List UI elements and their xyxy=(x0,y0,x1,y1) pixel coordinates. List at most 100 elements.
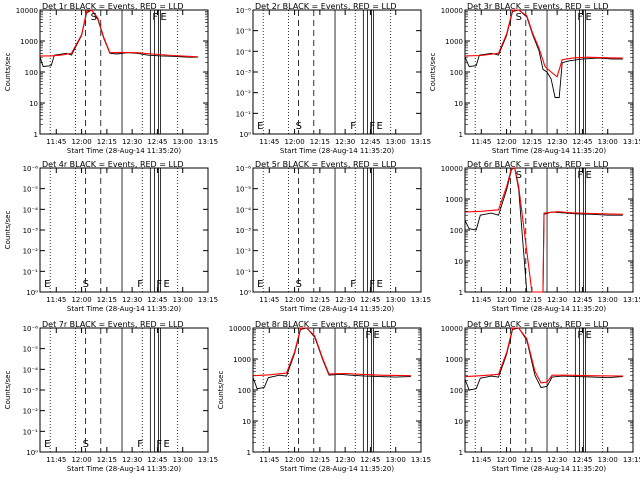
x-tick-label: 12:15 xyxy=(522,138,542,146)
y-tick-label: 1 xyxy=(34,131,38,139)
x-tick-label: 12:15 xyxy=(522,296,542,304)
y-tick-label: 1000 xyxy=(20,38,38,46)
y-tick-label: 10⁻⁵ xyxy=(236,186,252,194)
marker-letter: E xyxy=(376,121,382,132)
x-axis-label: Start Time (28-Aug-14 11:35:20) xyxy=(67,465,181,473)
y-tick-label: 10⁻⁵ xyxy=(23,346,39,354)
y-tick-label: 10000 xyxy=(441,7,463,15)
x-tick-label: 13:15 xyxy=(198,138,218,146)
marker-letter: S xyxy=(296,279,302,290)
x-tick-label: 13:00 xyxy=(173,456,193,464)
marker-letter: E xyxy=(257,121,263,132)
x-tick-label: 11:45 xyxy=(471,296,491,304)
panel-title: Det 6r BLACK = Events, RED = LLD xyxy=(467,160,609,169)
x-tick-label: 13:15 xyxy=(623,296,640,304)
y-tick-label: 10⁻⁴ xyxy=(236,48,252,56)
x-axis-label: Start Time (28-Aug-14 11:35:20) xyxy=(280,147,394,155)
y-tick-label: 10⁻² xyxy=(23,408,39,416)
panel-det-3: Det 3r BLACK = Events, RED = LLD 1 10 100 10… xyxy=(429,2,640,155)
series-lld xyxy=(40,9,198,58)
y-tick-label: 10⁻¹ xyxy=(23,268,39,276)
panel-title: Det 8r BLACK = Events, RED = LLD xyxy=(255,320,397,329)
x-tick-label: 13:15 xyxy=(411,138,431,146)
marker-letter: S xyxy=(296,121,302,132)
y-tick-label: 10⁻² xyxy=(23,248,39,256)
marker-letter: S xyxy=(516,170,522,181)
y-tick-label: 1 xyxy=(459,289,463,297)
marker-letter: E xyxy=(585,170,591,181)
panel-title: Det 5r BLACK = Events, RED = LLD xyxy=(255,160,397,169)
marker-letter: F xyxy=(156,439,162,450)
x-axis-label: Start Time (28-Aug-14 11:35:20) xyxy=(492,147,606,155)
plot-frame xyxy=(464,167,634,293)
x-tick-label: 12:30 xyxy=(547,138,567,146)
y-tick-label: 10⁻² xyxy=(236,248,252,256)
y-tick-label: 10⁻¹ xyxy=(236,268,252,276)
plot-frame xyxy=(464,9,634,135)
x-tick-label: 12:45 xyxy=(572,296,592,304)
x-tick-label: 12:30 xyxy=(122,456,142,464)
y-tick-label: 10⁻⁶ xyxy=(23,325,39,333)
panel-title: Det 7r BLACK = Events, RED = LLD xyxy=(42,320,184,329)
plot-frame xyxy=(252,167,422,293)
y-tick-label: 10⁻¹ xyxy=(23,428,39,436)
x-tick-label: 11:45 xyxy=(46,296,66,304)
y-tick-label: 10⁰ xyxy=(26,289,38,297)
panel-det-1: Det 1r BLACK = Events, RED = LLD 1 10 100 10… xyxy=(4,2,218,155)
y-tick-label: 10⁻³ xyxy=(236,227,252,235)
y-axis-label: Counts/sec xyxy=(4,371,12,410)
y-tick-label: 1000 xyxy=(233,356,251,364)
y-tick-label: 10⁰ xyxy=(26,449,38,457)
marker-letter: F xyxy=(365,330,371,341)
x-tick-label: 12:15 xyxy=(310,296,330,304)
y-tick-label: 10⁻⁶ xyxy=(236,7,252,15)
x-tick-label: 13:15 xyxy=(198,296,218,304)
x-tick-label: 12:45 xyxy=(360,138,380,146)
marker-letter: E xyxy=(163,279,169,290)
plot-frame xyxy=(39,9,209,135)
series-events xyxy=(464,9,623,98)
panel-det-8: Det 8r BLACK = Events, RED = LLD 1 10 100 10… xyxy=(217,320,431,473)
marker-letter: F xyxy=(152,12,158,23)
marker-letter: S xyxy=(516,12,522,23)
x-axis-label: Start Time (28-Aug-14 11:35:20) xyxy=(67,305,181,313)
x-tick-label: 11:45 xyxy=(259,138,279,146)
y-tick-label: 100 xyxy=(450,227,463,235)
y-tick-label: 10⁰ xyxy=(239,131,251,139)
x-tick-label: 12:30 xyxy=(122,296,142,304)
marker-letter: E xyxy=(585,330,591,341)
x-tick-label: 12:15 xyxy=(310,138,330,146)
marker-letter: F xyxy=(156,279,162,290)
x-tick-label: 11:45 xyxy=(46,456,66,464)
y-tick-label: 10⁻⁴ xyxy=(236,206,252,214)
marker-letter: E xyxy=(373,330,379,341)
y-tick-label: 1000 xyxy=(445,196,463,204)
panel-title: Det 9r BLACK = Events, RED = LLD xyxy=(467,320,609,329)
y-axis-label: Counts/sec xyxy=(4,53,12,92)
marker-letter: E xyxy=(376,279,382,290)
x-tick-label: 12:30 xyxy=(335,138,355,146)
x-tick-label: 12:30 xyxy=(547,296,567,304)
panel-det-7: Det 7r BLACK = Events, RED = LLD 10⁰ 10⁻¹ 1… xyxy=(4,320,218,473)
marker-letter: E xyxy=(257,279,263,290)
x-tick-label: 11:45 xyxy=(259,296,279,304)
y-tick-label: 1 xyxy=(247,449,251,457)
x-tick-label: 12:00 xyxy=(284,138,304,146)
series-lld xyxy=(465,167,623,293)
marker-letter: F xyxy=(137,439,143,450)
y-tick-label: 10⁻⁵ xyxy=(236,28,252,36)
y-tick-label: 10⁻¹ xyxy=(236,110,252,118)
x-axis-label: Start Time (28-Aug-14 11:35:20) xyxy=(280,465,394,473)
x-tick-label: 13:00 xyxy=(598,296,618,304)
panel-det-2: Det 2r BLACK = Events, RED = LLD 10⁰ 10⁻¹ 1… xyxy=(236,2,432,155)
y-tick-label: 10⁻⁴ xyxy=(23,206,39,214)
x-tick-label: 13:00 xyxy=(598,138,618,146)
x-tick-label: 11:45 xyxy=(471,138,491,146)
y-tick-label: 10000 xyxy=(441,325,463,333)
y-tick-label: 10⁻⁵ xyxy=(23,186,39,194)
marker-letter: F xyxy=(577,330,583,341)
x-tick-label: 13:15 xyxy=(623,138,640,146)
y-tick-label: 10⁻² xyxy=(236,90,252,98)
x-tick-label: 12:45 xyxy=(147,296,167,304)
marker-letter: S xyxy=(83,279,89,290)
